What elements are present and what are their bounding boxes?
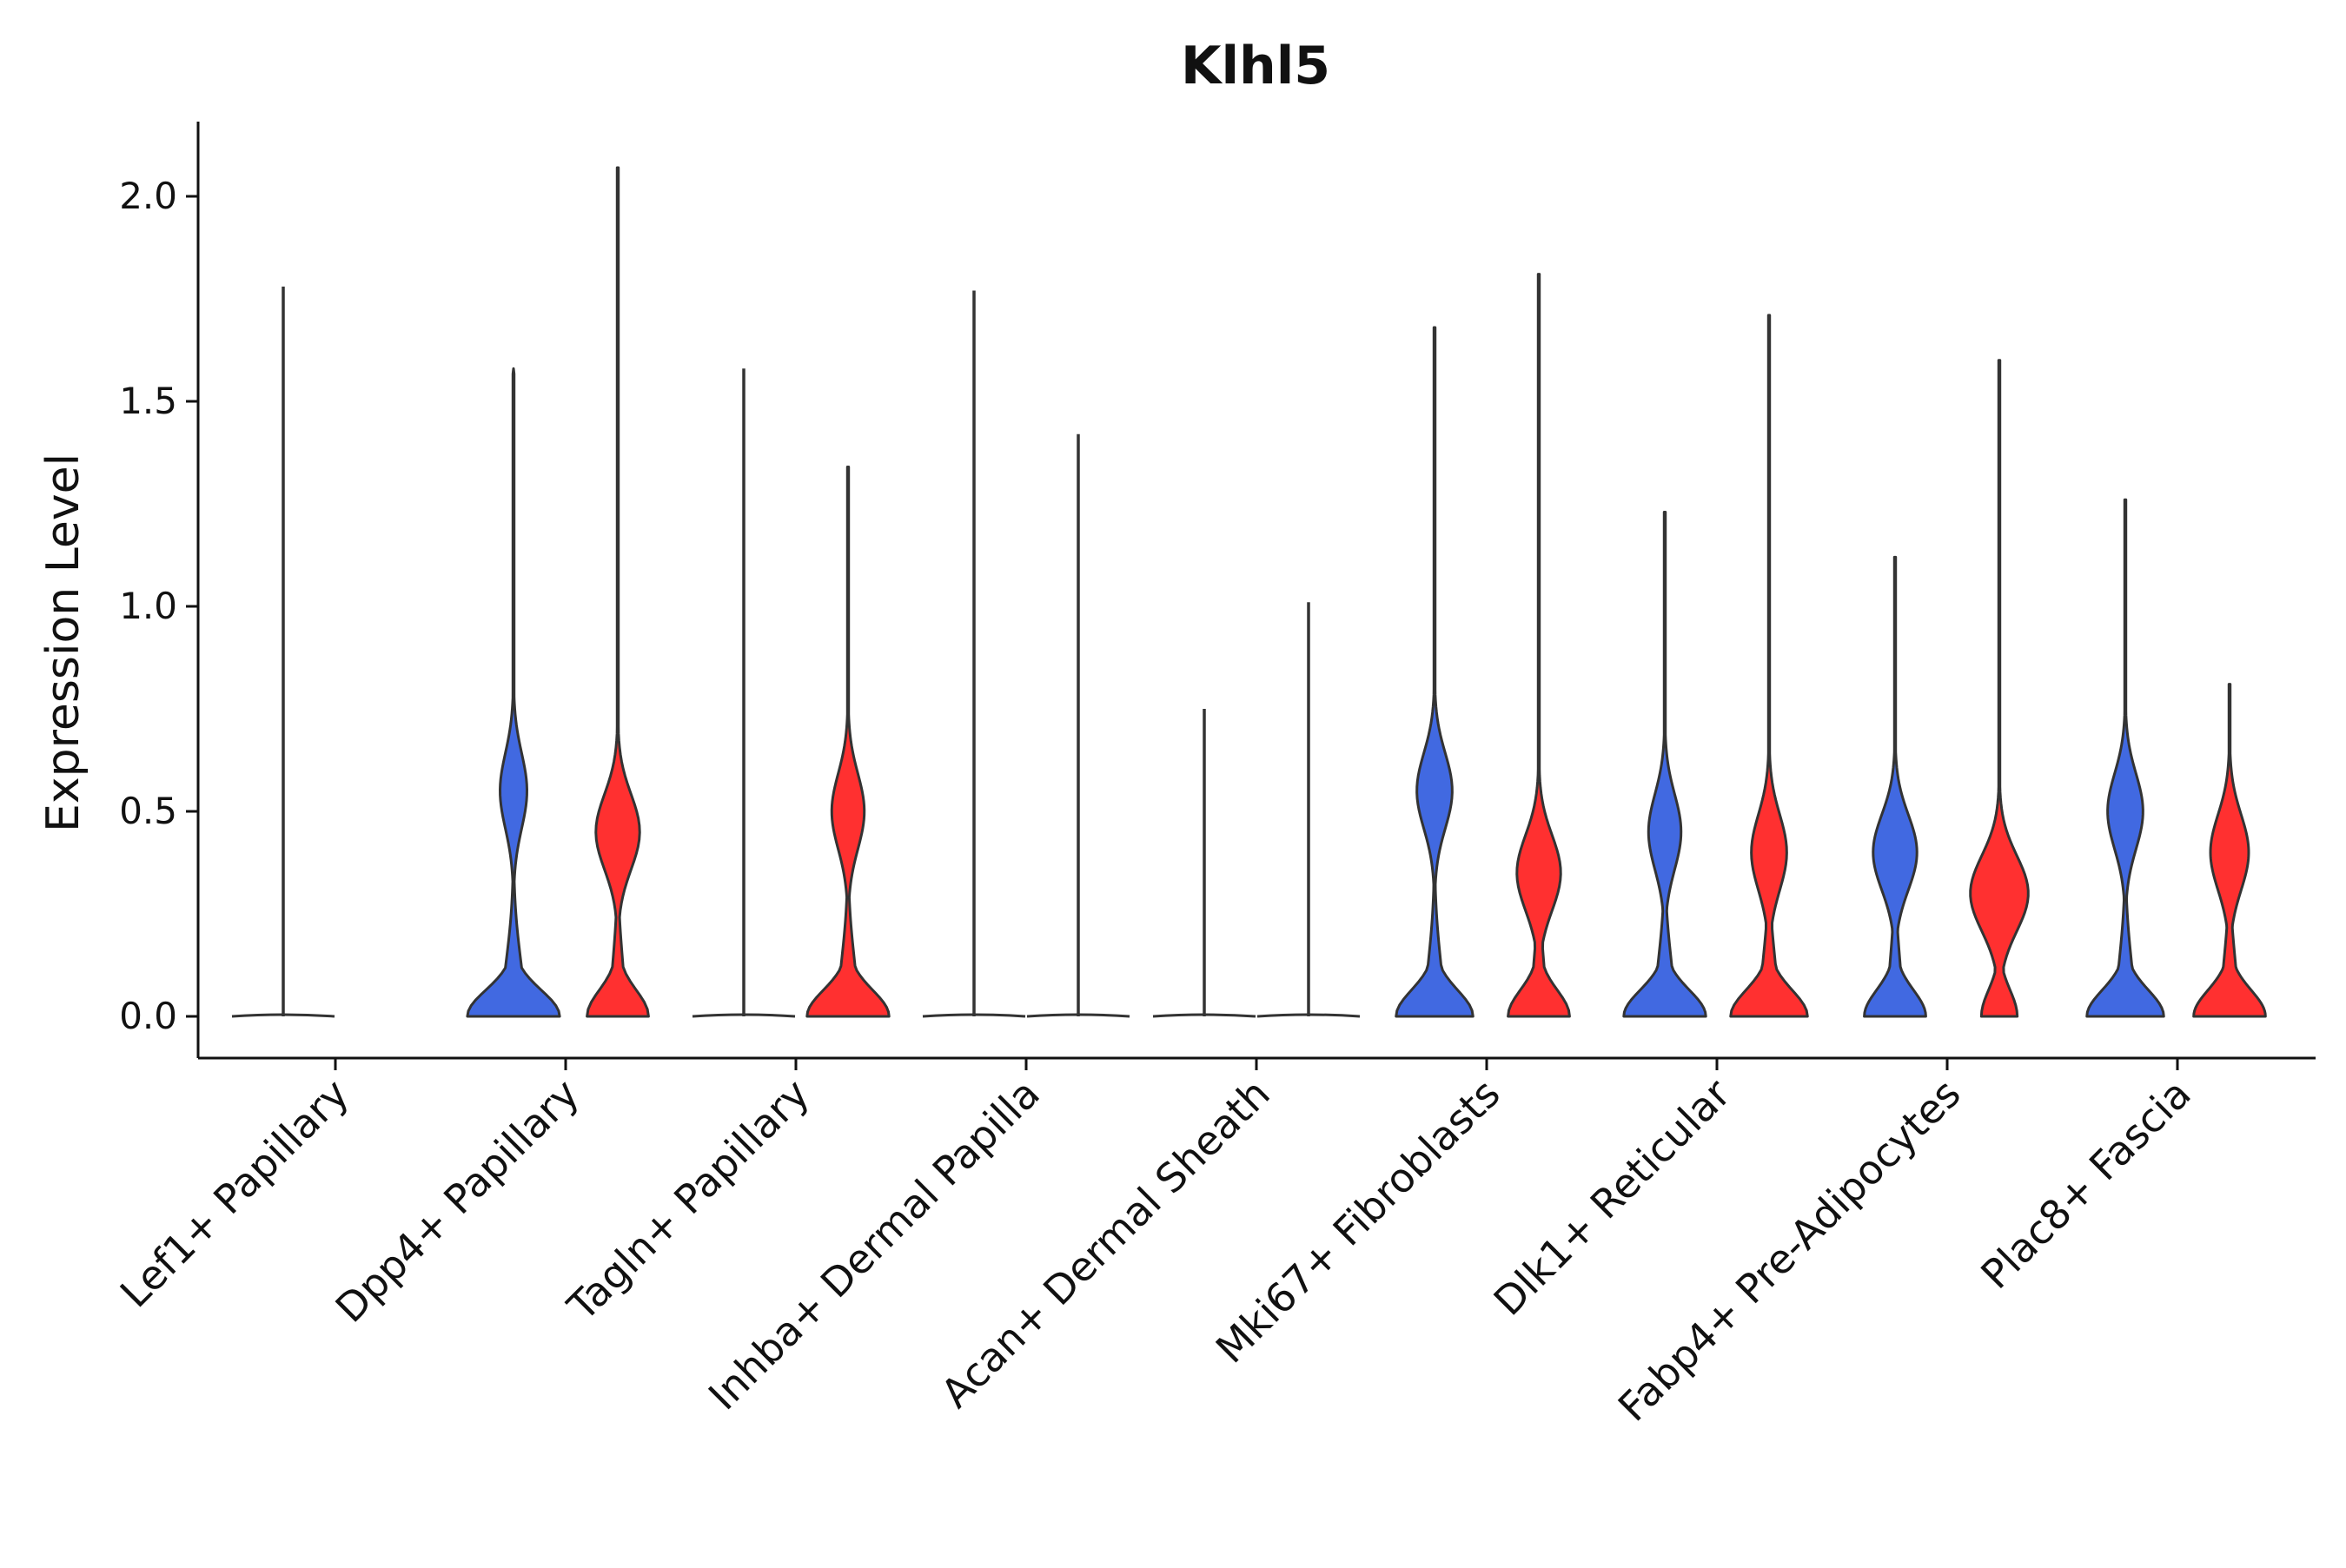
y-tick-label: 1.0 xyxy=(119,585,177,627)
violin-body xyxy=(2085,498,2165,1018)
x-tick-label: Plac8+ Fascia xyxy=(1972,1070,2199,1298)
violin-body xyxy=(1395,326,1475,1018)
x-tick-label: Dpp4+ Papillary xyxy=(327,1070,588,1332)
violin-body xyxy=(1969,359,2030,1018)
y-tick-label: 0.0 xyxy=(119,995,177,1037)
violin-body xyxy=(805,466,891,1018)
violin-body xyxy=(1729,314,1809,1018)
chart-title: Klhl5 xyxy=(1181,36,1330,96)
y-axis-title: Expression Level xyxy=(37,453,89,832)
y-tick-label: 1.5 xyxy=(119,380,177,422)
violin-body xyxy=(1863,555,1927,1018)
x-tick-label: Lef1+ Papillary xyxy=(111,1070,358,1317)
x-tick-label: Dlk1+ Reticular xyxy=(1485,1070,1740,1325)
violin-body xyxy=(466,367,561,1018)
x-tick-label: Tagln+ Papillary xyxy=(558,1070,818,1331)
y-tick-label: 2.0 xyxy=(119,175,177,217)
violin-body xyxy=(586,166,650,1018)
violin-body xyxy=(2192,683,2267,1018)
violin-body xyxy=(1622,510,1707,1018)
y-tick-label: 0.5 xyxy=(119,790,177,832)
violin-body xyxy=(1507,273,1571,1018)
